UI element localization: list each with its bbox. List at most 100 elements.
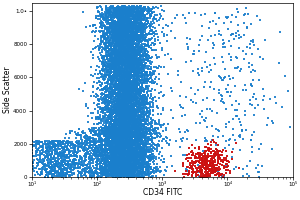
Point: [100, 29, 104, 32]
Point: [150, 11, 155, 14]
Point: [125, 161, 130, 164]
Point: [115, 10, 120, 13]
Point: [59, 144, 64, 147]
Point: [125, 146, 130, 149]
Point: [147, 13, 152, 16]
Point: [125, 167, 130, 170]
Point: [130, 138, 135, 141]
Point: [122, 34, 127, 37]
Point: [49, 162, 54, 165]
Point: [128, 78, 132, 81]
Point: [122, 86, 127, 89]
Point: [122, 83, 126, 86]
Point: [214, 168, 218, 172]
Point: [116, 126, 121, 129]
Point: [134, 60, 139, 63]
Point: [127, 22, 132, 25]
Point: [124, 42, 129, 45]
Point: [147, 70, 152, 74]
Point: [120, 112, 124, 115]
Point: [136, 8, 141, 11]
Point: [144, 79, 148, 82]
Point: [126, 126, 131, 129]
Point: [116, 96, 121, 99]
Point: [117, 99, 122, 102]
Point: [145, 132, 149, 135]
Point: [108, 16, 113, 19]
Point: [125, 115, 130, 118]
Point: [119, 140, 124, 143]
Point: [134, 153, 139, 156]
Point: [115, 110, 119, 114]
Point: [119, 147, 124, 150]
Point: [136, 33, 141, 36]
Point: [147, 101, 152, 104]
Point: [119, 159, 124, 163]
Point: [146, 58, 150, 61]
Point: [203, 159, 208, 162]
Point: [40, 142, 45, 146]
Point: [121, 51, 126, 54]
Point: [109, 66, 114, 70]
Point: [116, 33, 121, 37]
Point: [126, 170, 131, 173]
Point: [154, 127, 158, 130]
Point: [205, 173, 210, 176]
Point: [129, 38, 134, 41]
Point: [185, 153, 190, 156]
Point: [101, 134, 106, 137]
Point: [121, 98, 125, 101]
Point: [204, 167, 209, 171]
Point: [208, 85, 212, 88]
Point: [75, 167, 80, 170]
Point: [103, 87, 107, 90]
Point: [108, 169, 113, 172]
Point: [140, 59, 145, 62]
Point: [54, 160, 58, 163]
Point: [97, 48, 102, 51]
Point: [130, 175, 135, 178]
Point: [131, 70, 136, 73]
Point: [107, 132, 112, 135]
Point: [132, 83, 137, 86]
Point: [109, 5, 114, 8]
Point: [125, 104, 130, 107]
Point: [124, 15, 129, 18]
Point: [110, 164, 115, 167]
Point: [137, 153, 142, 156]
Point: [100, 21, 105, 24]
Point: [117, 18, 122, 21]
Point: [118, 114, 123, 117]
Point: [129, 140, 134, 143]
Point: [136, 84, 141, 87]
Point: [190, 170, 195, 173]
Point: [123, 128, 128, 131]
Point: [109, 33, 113, 36]
Point: [135, 134, 140, 137]
Point: [119, 32, 124, 35]
Point: [145, 86, 150, 90]
Point: [113, 88, 118, 92]
Point: [161, 9, 166, 12]
Point: [108, 58, 113, 61]
Point: [129, 167, 134, 170]
Point: [128, 25, 132, 28]
Point: [134, 166, 138, 170]
Point: [121, 166, 126, 169]
Point: [95, 147, 100, 150]
Point: [209, 124, 214, 127]
Point: [200, 70, 205, 73]
Point: [93, 172, 98, 175]
Point: [106, 69, 110, 72]
Point: [134, 127, 139, 130]
Point: [91, 29, 95, 32]
Point: [119, 147, 124, 150]
Point: [102, 143, 107, 146]
Point: [194, 170, 199, 174]
Point: [106, 12, 111, 15]
Point: [104, 119, 109, 123]
Point: [122, 125, 126, 129]
Point: [120, 48, 124, 51]
Point: [115, 42, 120, 45]
Point: [136, 131, 141, 134]
